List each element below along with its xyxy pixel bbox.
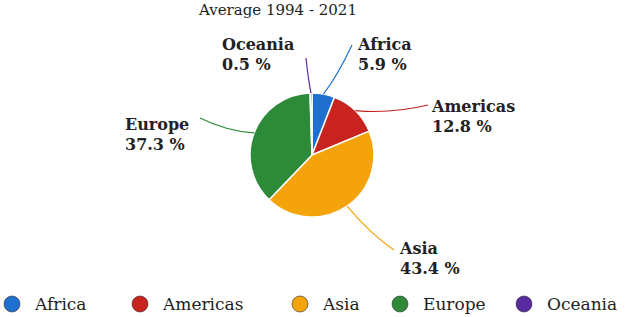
legend-marker bbox=[132, 296, 148, 312]
slice-label: Oceania bbox=[222, 35, 294, 54]
leader-line bbox=[355, 105, 428, 111]
title: Average 1994 - 2021 bbox=[198, 1, 357, 19]
pie-slice bbox=[250, 93, 312, 200]
leader-line bbox=[347, 206, 394, 250]
leader-line bbox=[323, 45, 352, 94]
pie-slice bbox=[310, 93, 312, 155]
leader-lines bbox=[200, 45, 428, 250]
pie bbox=[250, 93, 374, 217]
slice-value: 37.3 % bbox=[125, 135, 185, 154]
legend-marker bbox=[292, 296, 308, 312]
legend-marker bbox=[4, 296, 20, 312]
legend-label: Americas bbox=[162, 294, 243, 314]
slice-label: Asia bbox=[399, 239, 438, 258]
legend-label: Asia bbox=[322, 294, 360, 314]
legend-label: Africa bbox=[34, 294, 87, 314]
slice-value: 12.8 % bbox=[432, 117, 492, 136]
leader-line bbox=[306, 58, 311, 93]
legend-marker bbox=[516, 296, 532, 312]
slice-label: Africa bbox=[357, 35, 412, 54]
leader-line bbox=[200, 118, 254, 133]
slice-value: 0.5 % bbox=[222, 55, 271, 74]
slice-label: Americas bbox=[431, 97, 515, 116]
chart: Average 1994 - 2021Africa5.9 %Americas12… bbox=[0, 0, 640, 317]
legend-marker bbox=[392, 296, 408, 312]
slice-label: Europe bbox=[125, 115, 189, 134]
legend-label: Europe bbox=[423, 294, 486, 314]
slice-value: 5.9 % bbox=[358, 55, 407, 74]
legend-label: Oceania bbox=[547, 294, 617, 314]
slice-value: 43.4 % bbox=[400, 259, 460, 278]
